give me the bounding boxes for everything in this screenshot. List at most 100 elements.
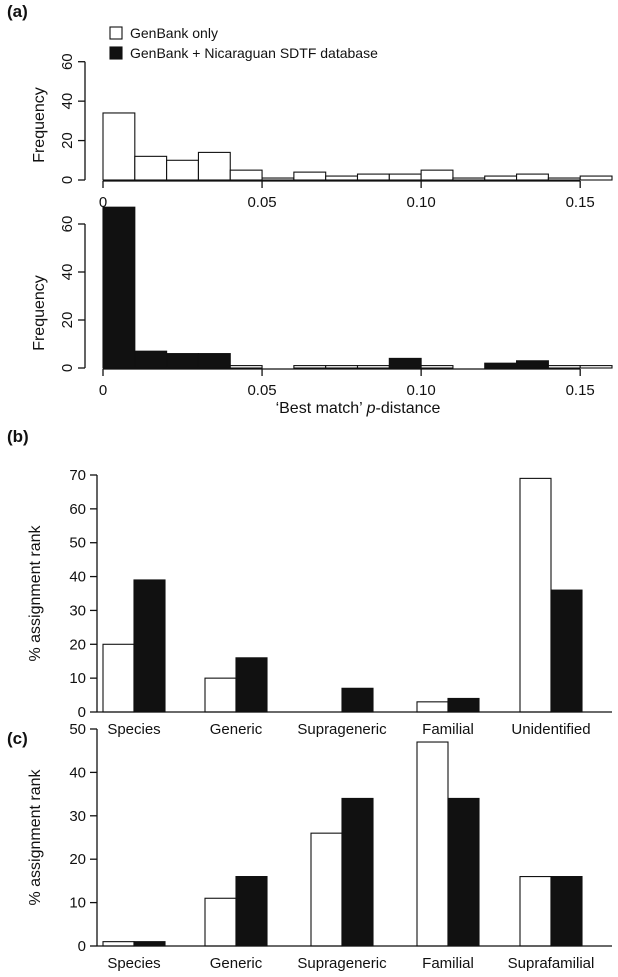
bar [310,832,343,947]
category-label: Unidentified [511,721,590,738]
histogram-bar [484,362,518,369]
y-tick-label: 20 [59,132,76,149]
histogram-genbank-only: 0 0.05 0.10 0.15 0 20 40 60 Frequency (a) GenBank … [7,2,613,211]
y-tick-label: 60 [59,216,76,233]
bar [235,657,268,713]
x-tick-label: 0.05 [247,194,276,211]
category-label: Species [107,955,160,972]
category-label: Familial [422,721,474,738]
histogram-bar [579,175,613,181]
histogram-bar [388,173,422,181]
histogram-bar [452,177,486,181]
x-axis-title-part: -distance [375,400,440,417]
bar [519,876,552,947]
y-tick-label: 0 [78,938,86,955]
y-tick-label: 20 [69,636,86,653]
histogram-bar [420,365,454,369]
histogram-bar [197,353,231,369]
y-axis-title: Frequency [31,275,48,351]
histogram-bar [166,353,199,369]
category-label: Suprageneric [297,955,387,972]
bar [341,687,374,713]
category-label: Suprageneric [297,721,387,738]
bar [447,697,480,713]
histogram-bar [484,175,518,181]
histogram-bar [197,151,231,181]
bar [519,477,552,713]
bar [416,701,449,713]
histogram-bar [261,177,295,181]
y-tick-label: 20 [69,851,86,868]
histogram-bar [293,365,327,369]
bar [550,876,583,947]
y-tick-label: 10 [69,895,86,912]
y-tick-label: 10 [69,670,86,687]
histogram-bar [547,365,581,369]
x-tick-label: 0 [99,382,107,399]
histogram-bar [579,365,613,369]
legend-swatch [109,46,123,60]
y-axis-title: % assignment rank [27,524,44,661]
category-label: Suprafamilial [508,955,595,972]
y-tick-label: 0 [78,704,86,721]
bar [204,677,237,713]
y-tick-label: 40 [59,93,76,110]
histogram-bar [166,159,199,181]
x-axis-title-italic: p [366,400,376,417]
bar [133,579,166,713]
bar [133,941,166,947]
bar [204,897,237,947]
y-axis-title: Frequency [31,87,48,163]
category-label: Generic [210,721,263,738]
bar [102,941,135,947]
legend-swatch [109,26,123,40]
histogram-bar [516,173,549,181]
histogram-bar [388,357,422,369]
y-axis-title: % assignment rank [27,768,44,905]
bar [235,876,268,947]
x-axis-title: ‘Best match’ p-distance [276,400,441,417]
histogram-genbank-sdtf: 0 0.05 0.10 0.15 0 20 40 60 Frequency ‘Best match… [31,206,613,417]
legend-label: GenBank only [130,25,218,41]
legend-label: GenBank + Nicaraguan SDTF database [130,45,378,61]
y-tick-label: 50 [69,721,86,738]
histogram-bar [325,365,359,369]
y-tick-label: 50 [69,535,86,552]
x-tick-label: 0.10 [407,382,436,399]
category-label: Familial [422,955,474,972]
category-label: Generic [210,955,263,972]
x-tick-label: 0.15 [566,382,595,399]
y-tick-label: 30 [69,808,86,825]
histogram-bar [325,175,359,181]
histogram-bar [356,365,390,369]
histogram-bar [102,112,136,181]
histogram-bar [293,171,327,181]
y-tick-label: 40 [69,569,86,586]
histogram-bar [356,173,390,181]
bar [341,797,374,947]
y-tick-label: 70 [69,467,86,484]
bar-chart-b: Species Generic Suprageneric Familial Uniden… [7,427,612,738]
panel-label: (b) [7,427,29,446]
x-axis-title-part: ‘Best match’ [276,400,367,417]
bar-chart-c: Species Generic Suprageneric Familial Supraf… [7,721,612,972]
bar [550,589,583,713]
y-tick-label: 0 [59,176,76,184]
histogram-bar [134,350,168,369]
histogram-bar [547,177,581,181]
histogram-bar [516,360,549,369]
histogram-bar [134,155,168,181]
x-tick-label: 0.10 [407,194,436,211]
x-tick-label: 0.15 [566,194,595,211]
bar [447,797,480,947]
histogram-bar [420,169,454,181]
panel-label: (a) [7,2,28,21]
y-tick-label: 40 [59,264,76,281]
histogram-bar [229,365,263,369]
x-tick-label: 0 [99,194,107,211]
y-tick-label: 30 [69,602,86,619]
y-tick-label: 60 [69,501,86,518]
y-tick-label: 20 [59,312,76,329]
bar [416,741,449,947]
